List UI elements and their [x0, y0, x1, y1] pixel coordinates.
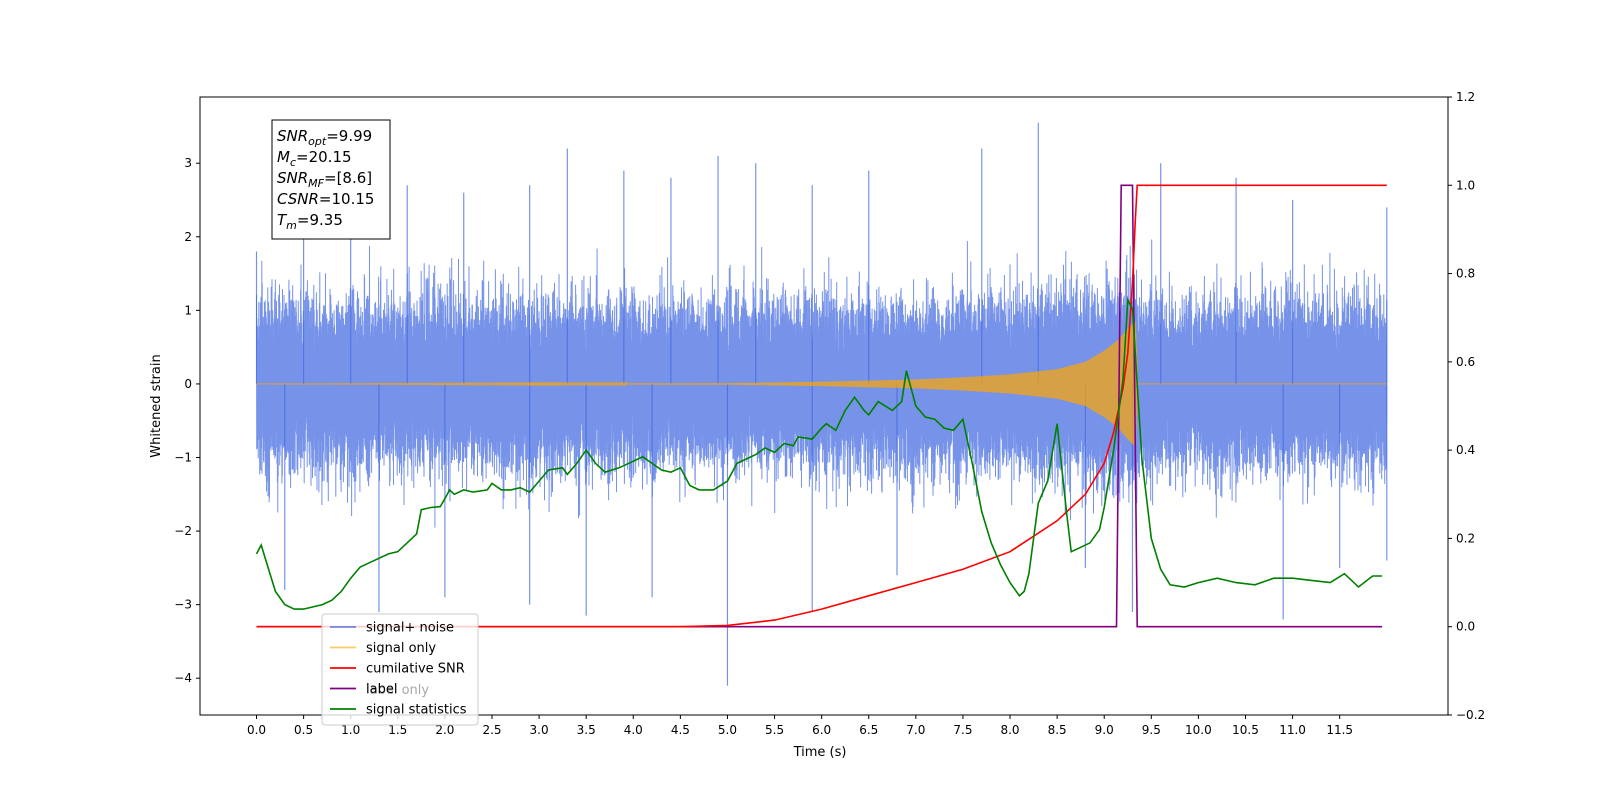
annotation-line: Tm=9.35	[277, 211, 343, 232]
y-tick-label-left: 1	[184, 303, 192, 317]
y-tick-label-left: −3	[174, 598, 192, 612]
x-tick-label: 6.5	[859, 723, 878, 737]
legend-frame	[321, 613, 479, 726]
annotation-line: Mc=20.15	[277, 148, 352, 169]
x-tick-label: 4.0	[624, 723, 643, 737]
signal-only-line	[256, 321, 1387, 447]
x-tick-label: 3.0	[530, 723, 549, 737]
x-tick-label: 11.0	[1279, 723, 1306, 737]
legend-label: label	[366, 682, 397, 697]
x-tick-label: 10.0	[1185, 723, 1212, 737]
y-axis-left: −4 −3 −2 −1 0 1 2 3	[174, 156, 200, 685]
x-tick-label: 2.0	[435, 723, 454, 737]
x-tick-label: 4.5	[671, 723, 690, 737]
signal-noise-line	[256, 239, 1388, 528]
y-tick-label-left: −4	[174, 671, 192, 685]
y-tick-label-right: 0.2	[1456, 531, 1475, 545]
cumilative-snr-line	[256, 184, 1387, 628]
x-tick-label: 5.5	[765, 723, 784, 737]
x-tick-label: 1.5	[388, 723, 407, 737]
legend-label: signal only	[366, 641, 436, 656]
line-series	[255, 184, 1387, 628]
annotation-line: SNRMF=[8.6]	[277, 169, 372, 190]
y-tick-label-right: 0.6	[1456, 355, 1475, 369]
x-tick-label: 8.0	[1000, 723, 1019, 737]
y-tick-label-left: 3	[184, 156, 192, 170]
y-tick-label-right: 1.0	[1456, 178, 1475, 192]
chirp-series	[256, 321, 1387, 447]
x-tick-label: 10.5	[1232, 723, 1259, 737]
label-line	[256, 184, 1383, 628]
legend-label: cumilative SNR	[366, 662, 465, 677]
y-axis-label-left: Whitened strain	[149, 354, 164, 457]
y-tick-label-right: 0.8	[1456, 267, 1475, 281]
x-tick-label: 3.5	[577, 723, 596, 737]
y-tick-label-left: 0	[184, 377, 192, 391]
x-tick-label: 0.5	[294, 723, 313, 737]
x-tick-label: 9.5	[1142, 723, 1161, 737]
y-tick-label-left: −1	[174, 451, 192, 465]
y-tick-label-left: 2	[184, 230, 192, 244]
x-tick-label: 9.0	[1095, 723, 1114, 737]
y-tick-label-right: 0.4	[1456, 443, 1475, 457]
y-tick-label-right: 0.0	[1456, 620, 1475, 634]
legend-hidden-text: label only	[366, 683, 429, 698]
x-tick-label: 2.5	[482, 723, 501, 737]
legend-label: signal statistics	[366, 703, 467, 718]
x-tick-label: 1.0	[341, 723, 360, 737]
y-tick-label-left: −2	[174, 524, 192, 538]
annotation-box: SNRopt=9.99Mc=20.15SNRMF=[8.6]CSNR=10.15…	[271, 119, 391, 240]
noise-series	[255, 122, 1388, 686]
x-tick-label: 11.5	[1326, 723, 1353, 737]
signal-statistics-line	[255, 297, 1383, 610]
y-axis-right: −0.2 0.0 0.2 0.4 0.6 0.8 1.0 1.2	[1448, 90, 1485, 722]
x-tick-label: 6.0	[812, 723, 831, 737]
y-tick-label-right: 1.2	[1456, 90, 1475, 104]
x-tick-label: 7.0	[906, 723, 925, 737]
x-tick-label: 8.5	[1048, 723, 1067, 737]
x-tick-label: 0.0	[247, 723, 266, 737]
plot-frame	[199, 96, 1449, 716]
annotation-line: SNRopt=9.99	[277, 127, 372, 148]
annotation-line: CSNR=10.15	[277, 190, 374, 208]
x-axis: 0.0 0.5 1.0 1.5 2.0 2.5 3.0 3.5 4.0 4.5 5.0 5.5 6.0 6…	[247, 715, 1353, 737]
legend-label: signal+ noise	[366, 621, 454, 636]
x-tick-label: 5.0	[718, 723, 737, 737]
x-axis-label: Time (s)	[793, 745, 847, 760]
legend: label only signal+ noise signal only cumila…	[321, 613, 479, 726]
x-tick-label: 7.5	[953, 723, 972, 737]
annotation-frame	[271, 119, 391, 240]
y-tick-label-right: −0.2	[1456, 708, 1485, 722]
